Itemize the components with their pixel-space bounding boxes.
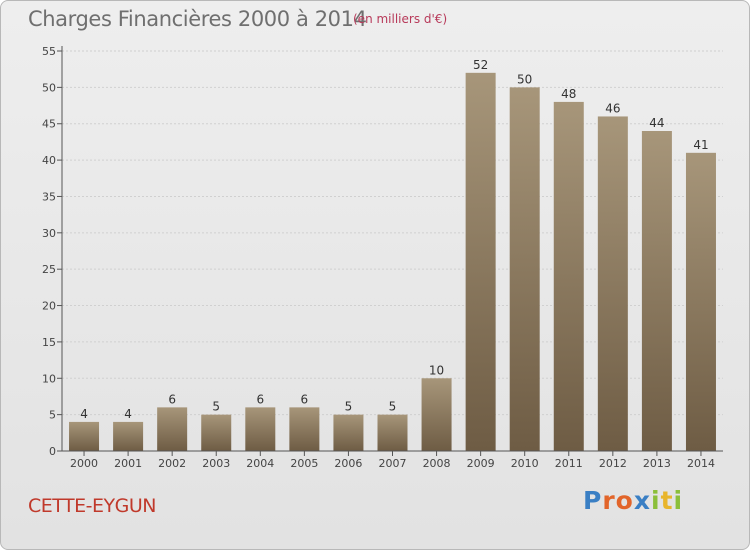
bar — [509, 87, 540, 451]
commune-name: CETTE-EYGUN — [28, 495, 156, 517]
y-tick-label: 5 — [49, 409, 56, 422]
logo-letter: i — [673, 486, 684, 515]
x-tick-label: 2009 — [467, 457, 495, 470]
y-tick-label: 30 — [42, 227, 56, 240]
x-tick-label: 2006 — [334, 457, 362, 470]
x-tick-label: 2011 — [555, 457, 583, 470]
y-tick-label: 15 — [42, 336, 56, 349]
x-tick-label: 2012 — [599, 457, 627, 470]
x-tick-label: 2003 — [202, 457, 230, 470]
y-tick-label: 10 — [42, 372, 56, 385]
data-label: 52 — [473, 58, 488, 72]
x-tick-label: 2013 — [643, 457, 671, 470]
data-label: 4 — [80, 407, 88, 421]
logo-letter: t — [660, 486, 674, 515]
logo-letter: x — [633, 486, 651, 515]
x-tick-label: 2010 — [511, 457, 539, 470]
data-label: 5 — [345, 400, 353, 414]
bar — [641, 131, 672, 451]
data-label: 50 — [517, 72, 532, 86]
data-label: 48 — [561, 87, 576, 101]
data-label: 6 — [301, 392, 309, 406]
logo-letter: r — [602, 486, 616, 515]
y-tick-label: 50 — [42, 81, 56, 94]
x-tick-label: 2001 — [114, 457, 142, 470]
bar — [245, 407, 276, 451]
data-label: 6 — [168, 392, 176, 406]
chart-subtitle: (en milliers d'€) — [353, 12, 448, 26]
bar — [289, 407, 320, 451]
x-tick-label: 2008 — [423, 457, 451, 470]
data-label: 41 — [693, 138, 708, 152]
x-tick-label: 2000 — [70, 457, 98, 470]
bar — [69, 421, 100, 451]
bar — [421, 378, 452, 451]
y-tick-label: 20 — [42, 300, 56, 313]
logo-letter: P — [583, 486, 603, 515]
data-label: 44 — [649, 116, 664, 130]
chart-title: Charges Financières 2000 à 2014 — [28, 7, 367, 31]
data-label: 5 — [212, 400, 220, 414]
y-tick-label: 55 — [42, 45, 56, 58]
bar — [597, 116, 628, 452]
data-label: 4 — [124, 407, 132, 421]
proxiti-logo: Proxiti — [583, 486, 683, 515]
y-tick-label: 25 — [42, 263, 56, 276]
bar — [553, 101, 584, 451]
bar — [685, 152, 716, 451]
x-tick-label: 2005 — [290, 457, 318, 470]
x-tick-label: 2007 — [379, 457, 407, 470]
y-tick-label: 0 — [49, 445, 56, 458]
bar — [157, 407, 188, 451]
x-tick-label: 2014 — [687, 457, 715, 470]
y-tick-label: 45 — [42, 118, 56, 131]
x-tick-label: 2002 — [158, 457, 186, 470]
bar — [333, 414, 364, 451]
bar — [377, 414, 408, 451]
data-label: 10 — [429, 363, 444, 377]
data-label: 6 — [256, 392, 264, 406]
bar — [113, 421, 144, 451]
bar — [465, 72, 496, 452]
logo-letter: i — [651, 486, 661, 515]
x-tick-label: 2004 — [246, 457, 274, 470]
data-label: 46 — [605, 101, 620, 115]
bar — [201, 414, 232, 451]
data-label: 5 — [389, 400, 397, 414]
y-tick-label: 40 — [42, 154, 56, 167]
logo-letter: o — [615, 486, 634, 515]
y-tick-label: 35 — [42, 190, 56, 203]
